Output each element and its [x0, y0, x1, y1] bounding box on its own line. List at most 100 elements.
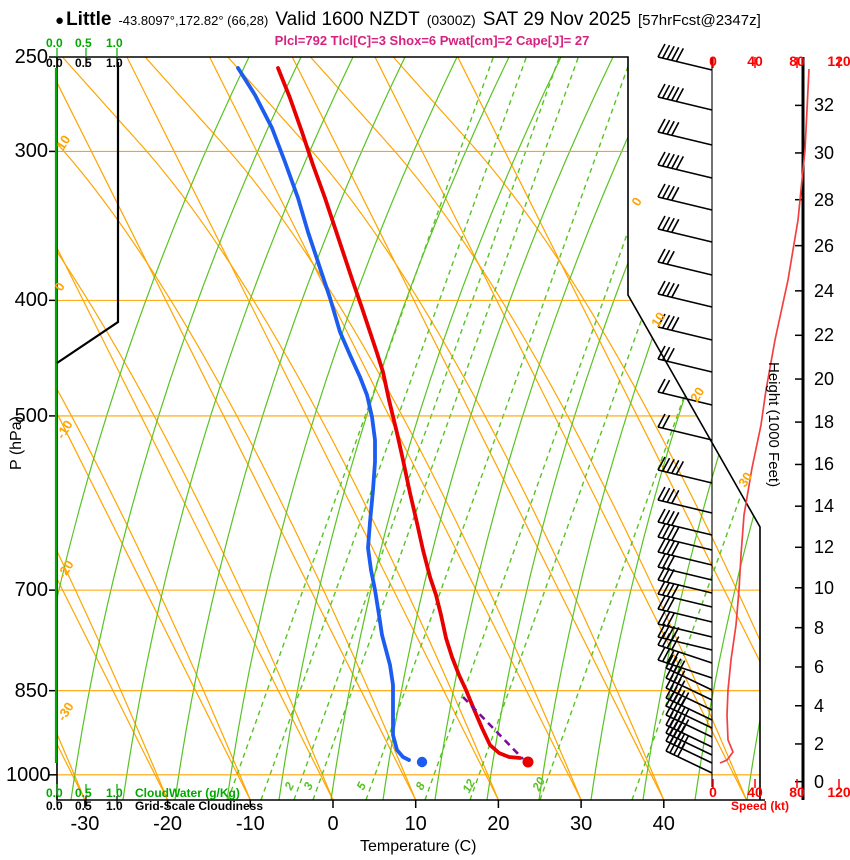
- cloudiness-profile: [56, 62, 120, 364]
- cloudiness-scale-title: Grid-Scale Cloudiness: [135, 799, 264, 813]
- surface-temperature-dot: [522, 756, 534, 768]
- wind-barb: [657, 413, 713, 441]
- cloudwater-scale-tick-top: 0.0: [46, 36, 63, 50]
- wind-barb: [665, 674, 713, 711]
- wind-barb: [657, 118, 713, 146]
- cloudwater-scale-tick-top: 0.5: [75, 36, 92, 50]
- isotherm-line: [57, 57, 334, 800]
- pressure-tick-label: 850: [14, 679, 48, 702]
- valid-time-utc: (0300Z): [426, 12, 476, 28]
- temperature-tick-label: 0: [327, 813, 339, 835]
- grid-lines: [0, 57, 760, 800]
- wind-barb: [657, 610, 713, 638]
- mixing-ratio-line: [227, 57, 495, 800]
- cloudwater-scale-tick-bottom: 1.0: [106, 786, 123, 800]
- speed-tick-label-bottom: 80: [789, 784, 805, 800]
- wind-barb: [657, 83, 713, 111]
- height-tick-label: 6: [814, 656, 825, 677]
- temperature-tick-label: -30: [70, 813, 100, 835]
- moist-adiabat-line: [57, 57, 250, 800]
- mixing-ratio-line: [312, 57, 580, 800]
- forecast-hour: [57hrFcst@2347z]: [637, 12, 761, 29]
- wind-barb: [657, 378, 713, 406]
- height-tick-label: 28: [814, 189, 835, 210]
- dry-adiabat-line: [61, 57, 499, 800]
- cloudiness-scale-tick-bottom: 1.0: [106, 799, 123, 813]
- isotherm-line: [57, 57, 169, 800]
- speed-tick-label-bottom: 0: [709, 784, 717, 800]
- dry-adiabat-line: [57, 57, 251, 800]
- temperature-tick-label: 40: [652, 813, 675, 835]
- wind-barb: [657, 345, 713, 373]
- height-tick-label: 14: [814, 496, 835, 517]
- valid-date: SAT 29 Nov 2025: [482, 9, 631, 30]
- pressure-tick-label: 300: [14, 140, 48, 163]
- wind-barb: [657, 566, 713, 594]
- parcel-path-dashed: [462, 696, 524, 760]
- wind-barb: [657, 280, 713, 308]
- isotherm-line: [374, 57, 748, 800]
- moist-adiabat-line: [434, 57, 666, 800]
- height-tick-label: 30: [814, 142, 835, 163]
- wind-barb: [657, 538, 713, 566]
- height-tick-label: 2: [814, 733, 825, 754]
- pressure-tick-label: 400: [14, 289, 48, 312]
- wind-barb: [657, 151, 713, 179]
- wind-barb: [657, 183, 713, 211]
- wind-barb: [657, 646, 713, 679]
- height-tick-label: 26: [814, 235, 835, 256]
- pressure-tick-label: 1000: [6, 763, 51, 786]
- wind-barb: [665, 737, 713, 774]
- isotherm-line: [291, 57, 665, 800]
- dewpoint-curve: [236, 66, 411, 762]
- speed-tick-label-top: 120: [827, 53, 850, 69]
- moist-adiabat-line: [486, 57, 718, 800]
- dry-adiabat-line: [57, 57, 169, 800]
- height-tick-label: 10: [814, 577, 835, 598]
- speed-tick-label-bottom: 120: [827, 784, 850, 800]
- height-tick-label: 8: [814, 617, 825, 638]
- pressure-tick-label: 250: [14, 46, 48, 68]
- pressure-tick-label: 700: [14, 579, 48, 602]
- mixing-ratio-line: [293, 57, 561, 800]
- wind-barb: [657, 313, 713, 341]
- station-bullet-icon: ●: [55, 12, 65, 29]
- speed-tick-label-top: 40: [747, 53, 763, 69]
- height-axis-title: Height (1000 Feet): [765, 362, 782, 488]
- valid-time: Valid 1600 NZDT: [275, 9, 420, 30]
- wind-barb: [657, 248, 713, 276]
- cloudwater-scale-tick-bottom: 0.0: [46, 786, 63, 800]
- temperature-tick-label: -20: [153, 813, 183, 835]
- wind-barb: [657, 456, 713, 484]
- moist-adiabat-line: [694, 57, 760, 800]
- wind-barb: [657, 623, 713, 651]
- moist-adiabat-line: [746, 57, 760, 800]
- dry-adiabat-line: [227, 57, 665, 800]
- moist-adiabat-line: [226, 57, 458, 800]
- sounding-curves: [54, 62, 810, 768]
- wind-speed-profile: [719, 68, 810, 764]
- dry-adiabat-line: [57, 57, 417, 800]
- wind-barb: [657, 215, 713, 243]
- wind-barb: [657, 595, 713, 623]
- moist-adiabat-line: [278, 57, 510, 800]
- isotherm-line: [126, 57, 499, 800]
- dry-adiabat-line: [57, 57, 334, 800]
- height-tick-label: 32: [814, 95, 835, 116]
- wind-barb: [657, 43, 713, 71]
- moist-adiabat-line: [590, 57, 760, 800]
- speed-tick-label-top: 80: [789, 53, 805, 69]
- speed-axis-title: Speed (kt): [731, 799, 790, 813]
- height-tick-label: 20: [814, 369, 835, 390]
- height-tick-label: 18: [814, 412, 835, 433]
- height-tick-label: 16: [814, 454, 835, 475]
- moist-adiabat-line: [330, 57, 562, 800]
- wind-barb: [657, 523, 713, 551]
- cloudiness-scale-tick-bottom: 0.0: [46, 799, 63, 813]
- dry-adiabat-line: [0, 57, 2, 800]
- station-coords: -43.8097°,172.82° (66,28): [118, 13, 269, 28]
- cloudwater-scale-title: CloudWater (g/Kg): [135, 786, 240, 800]
- moist-adiabat-line: [538, 57, 760, 800]
